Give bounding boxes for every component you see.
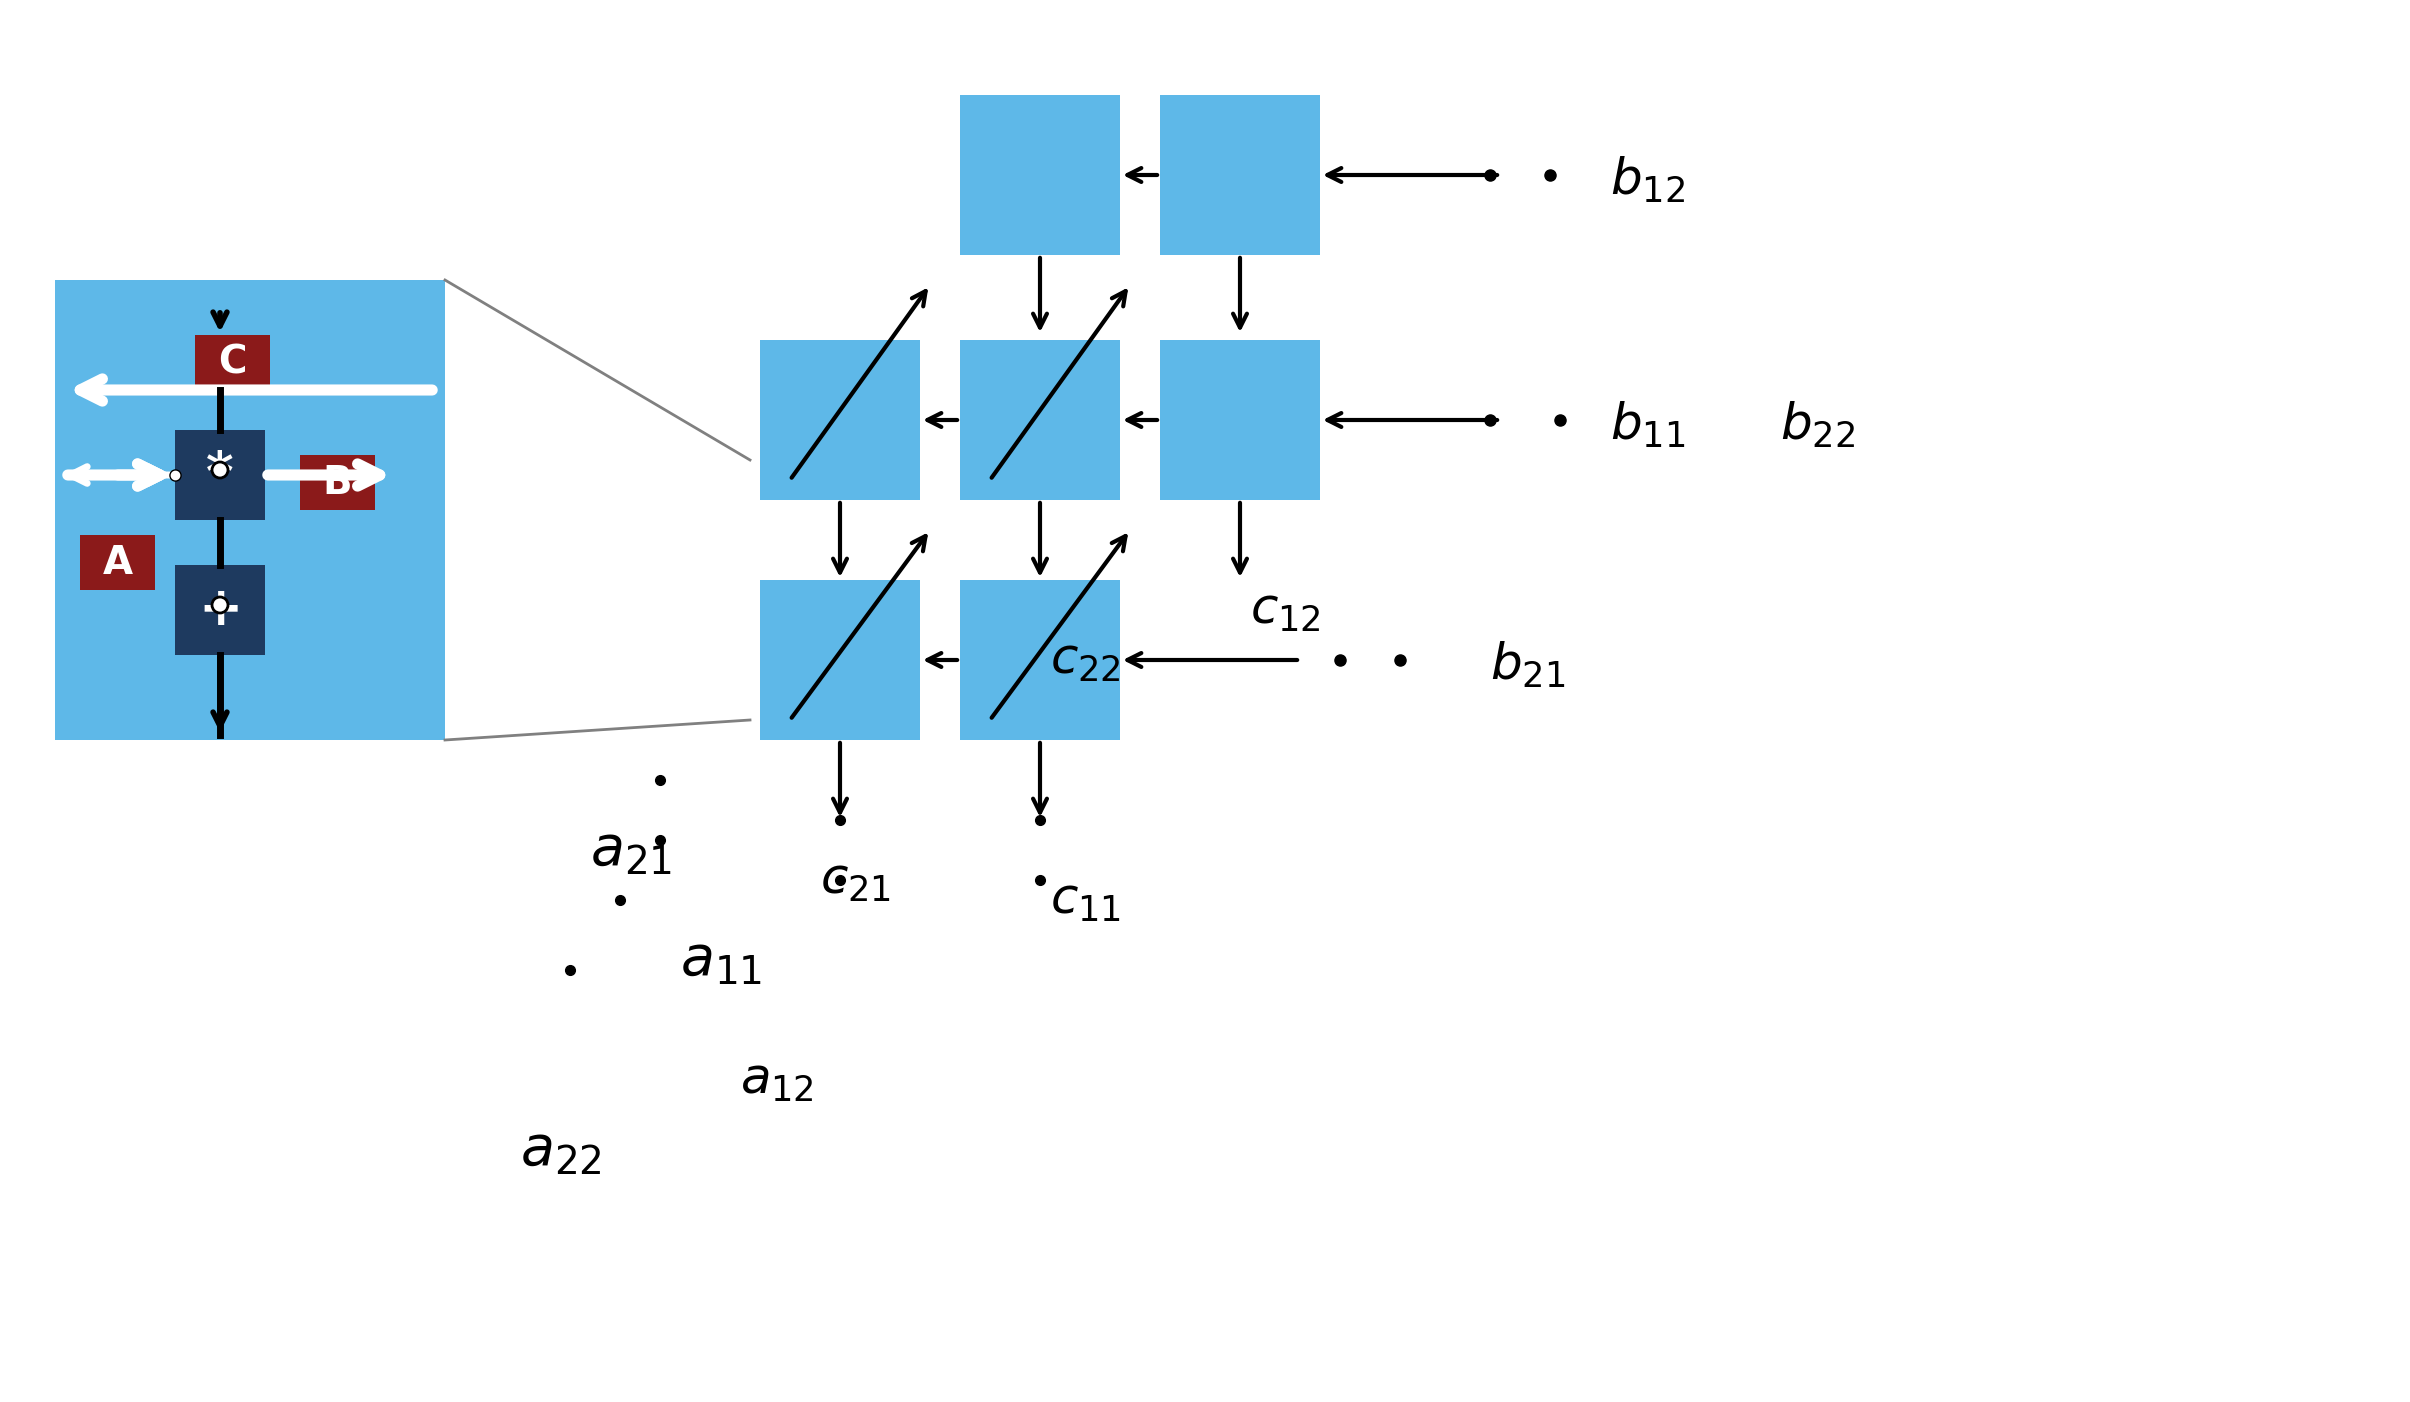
Text: $a_{21}$: $a_{21}$ bbox=[590, 823, 672, 878]
Text: $c_{11}$: $c_{11}$ bbox=[1051, 876, 1121, 924]
FancyBboxPatch shape bbox=[176, 565, 265, 655]
FancyBboxPatch shape bbox=[959, 341, 1121, 501]
FancyBboxPatch shape bbox=[176, 430, 265, 520]
Text: $a_{22}$: $a_{22}$ bbox=[521, 1123, 602, 1178]
Text: $b_{12}$: $b_{12}$ bbox=[1610, 156, 1685, 205]
Text: $a_{12}$: $a_{12}$ bbox=[740, 1056, 815, 1103]
Text: B: B bbox=[323, 464, 352, 502]
Text: $c_{12}$: $c_{12}$ bbox=[1251, 586, 1321, 634]
Text: $c_{21}$: $c_{21}$ bbox=[819, 857, 892, 904]
FancyBboxPatch shape bbox=[759, 580, 921, 740]
Text: C: C bbox=[219, 343, 246, 381]
FancyBboxPatch shape bbox=[1159, 341, 1321, 501]
FancyBboxPatch shape bbox=[1159, 95, 1321, 255]
FancyBboxPatch shape bbox=[80, 536, 154, 590]
Text: A: A bbox=[104, 544, 133, 582]
Text: $b_{11}$: $b_{11}$ bbox=[1610, 400, 1685, 450]
FancyBboxPatch shape bbox=[959, 580, 1121, 740]
Text: $a_{11}$: $a_{11}$ bbox=[680, 932, 762, 987]
FancyBboxPatch shape bbox=[759, 341, 921, 501]
Text: $c_{22}$: $c_{22}$ bbox=[1051, 637, 1121, 684]
Circle shape bbox=[212, 463, 229, 478]
Text: $b_{22}$: $b_{22}$ bbox=[1781, 400, 1856, 450]
FancyBboxPatch shape bbox=[195, 335, 270, 390]
Text: $b_{21}$: $b_{21}$ bbox=[1489, 639, 1564, 690]
FancyBboxPatch shape bbox=[299, 456, 376, 510]
Circle shape bbox=[212, 597, 229, 613]
FancyBboxPatch shape bbox=[55, 280, 446, 740]
Text: +: + bbox=[198, 585, 241, 637]
FancyBboxPatch shape bbox=[959, 95, 1121, 255]
Text: *: * bbox=[207, 449, 234, 501]
